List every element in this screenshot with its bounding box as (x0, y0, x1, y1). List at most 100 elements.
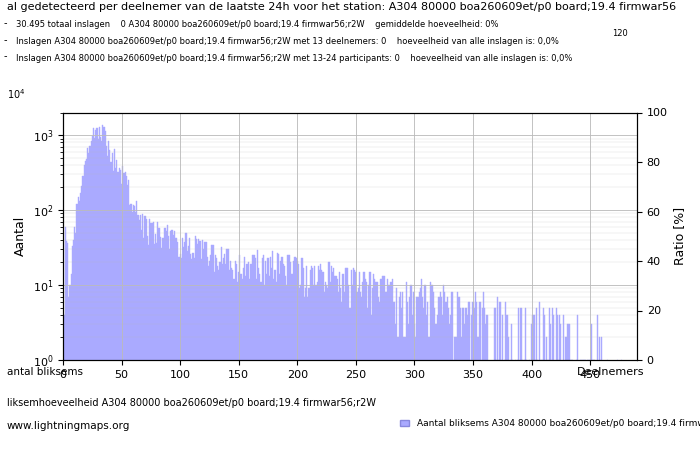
Bar (473, 302, 474, 450)
Bar (246, 264, 248, 450)
Bar (267, 258, 269, 450)
Bar (547, 360, 549, 450)
Bar (405, 282, 407, 450)
Bar (334, 276, 335, 450)
Bar (206, 256, 208, 450)
Bar (558, 360, 559, 450)
Bar (175, 238, 176, 450)
Bar (358, 288, 359, 450)
Bar (379, 302, 380, 450)
Bar (229, 270, 230, 450)
Bar (467, 315, 468, 450)
Bar (341, 302, 342, 450)
Bar (259, 274, 260, 450)
Text: 30.495 totaal inslagen    0 A304 80000 boa260609et/p0 board;19.4 firmwar56;r2W  : 30.495 totaal inslagen 0 A304 80000 boa2… (16, 20, 498, 29)
Bar (344, 268, 346, 450)
Bar (498, 360, 499, 450)
Bar (101, 141, 102, 450)
Bar (172, 235, 174, 450)
Bar (454, 338, 455, 450)
Bar (457, 292, 458, 450)
Y-axis label: Ratio [%]: Ratio [%] (673, 207, 686, 266)
Bar (443, 285, 444, 450)
Bar (92, 136, 93, 450)
Bar (318, 266, 319, 450)
Bar (93, 128, 94, 450)
Bar (140, 215, 141, 450)
Bar (468, 302, 469, 450)
Bar (332, 272, 333, 450)
Bar (270, 256, 271, 450)
Bar (600, 360, 601, 450)
Bar (524, 360, 525, 450)
Bar (531, 324, 532, 450)
Bar (239, 255, 241, 450)
Bar (210, 255, 211, 450)
Bar (297, 261, 298, 450)
Bar (589, 360, 591, 450)
Bar (335, 276, 337, 450)
Bar (193, 253, 194, 450)
Text: -: - (4, 18, 7, 28)
Bar (435, 324, 436, 450)
Bar (535, 360, 536, 450)
Bar (121, 184, 122, 450)
Bar (81, 186, 83, 450)
Bar (540, 360, 542, 450)
Bar (201, 259, 202, 450)
Bar (155, 234, 156, 450)
Bar (125, 172, 126, 450)
Bar (188, 246, 189, 450)
Bar (211, 245, 212, 450)
Bar (537, 360, 538, 450)
Bar (274, 270, 276, 450)
Bar (510, 360, 511, 450)
Text: www.lightningmaps.org: www.lightningmaps.org (7, 421, 130, 431)
Bar (123, 173, 125, 450)
Bar (272, 252, 273, 450)
Bar (372, 288, 373, 450)
Bar (412, 315, 413, 450)
Bar (339, 272, 340, 450)
Bar (520, 308, 522, 450)
Bar (141, 230, 142, 450)
Bar (69, 285, 71, 450)
Bar (280, 261, 281, 450)
Bar (563, 315, 564, 450)
Bar (375, 282, 377, 450)
Bar (342, 274, 344, 450)
Bar (122, 166, 123, 450)
Bar (442, 315, 443, 450)
Bar (518, 308, 519, 450)
Bar (176, 238, 177, 450)
Bar (470, 360, 471, 450)
Bar (214, 272, 215, 450)
Bar (560, 324, 561, 450)
Bar (241, 279, 243, 450)
Bar (499, 302, 500, 450)
Bar (461, 338, 462, 450)
Bar (482, 308, 483, 450)
Bar (126, 176, 127, 450)
Bar (295, 258, 297, 450)
Bar (305, 288, 306, 450)
Bar (191, 259, 193, 450)
Bar (462, 308, 463, 450)
Bar (257, 250, 258, 450)
Bar (100, 137, 101, 450)
Bar (90, 141, 92, 450)
Bar (539, 302, 540, 450)
Bar (480, 302, 481, 450)
Bar (256, 279, 257, 450)
Bar (441, 297, 442, 450)
Bar (299, 288, 300, 450)
Bar (281, 256, 283, 450)
Bar (433, 292, 434, 450)
Bar (163, 238, 164, 450)
Bar (486, 315, 488, 450)
Text: $10^4$: $10^4$ (7, 87, 25, 101)
Bar (584, 360, 585, 450)
Bar (447, 297, 448, 450)
Bar (71, 274, 72, 450)
Bar (471, 315, 472, 450)
